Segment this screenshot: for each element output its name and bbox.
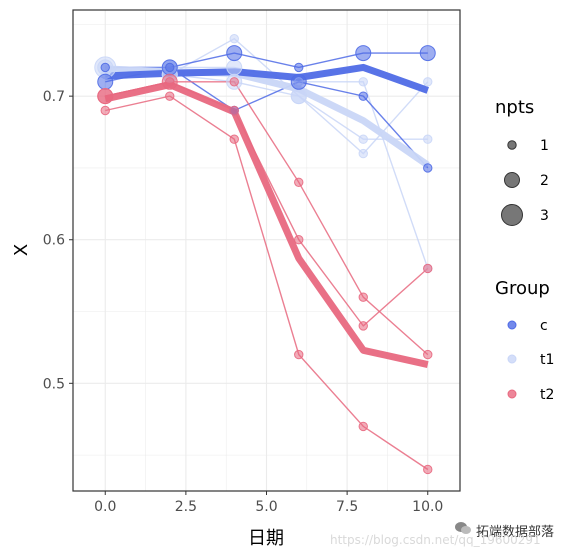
y-tick-label: 0.6 <box>43 233 65 249</box>
x-tick-label: 7.5 <box>336 499 358 515</box>
x-tick-label: 5.0 <box>255 499 277 515</box>
point-t2-2-0 <box>97 88 114 105</box>
size-legend-key-1 <box>507 140 517 150</box>
color-legend-key-t2 <box>507 389 517 399</box>
point-c-0-2 <box>226 45 243 62</box>
y-tick-label: 0.7 <box>43 89 65 105</box>
point-t1-1-4 <box>358 77 368 87</box>
point-c-0-5 <box>419 45 436 62</box>
size-legend-key-3 <box>501 204 523 226</box>
point-t2-2-2 <box>229 77 239 87</box>
color-legend-key-c <box>507 320 517 330</box>
size-legend-label-2: 2 <box>540 173 549 189</box>
point-t1-2-5 <box>423 77 433 87</box>
x-axis-title: 日期 <box>248 528 284 549</box>
point-t2-1-0 <box>100 105 110 116</box>
size-legend-title: npts <box>495 97 534 118</box>
chat-bubble-icon <box>455 522 471 534</box>
point-t2-0-2 <box>229 105 239 116</box>
color-legend-key-t1 <box>507 354 517 364</box>
point-t2-1-4 <box>358 421 368 432</box>
point-t2-1-1 <box>165 91 175 101</box>
point-t2-0-5 <box>423 263 433 274</box>
mean-lines <box>104 63 430 369</box>
x-tick-label: 2.5 <box>175 499 197 515</box>
point-t1-0-4 <box>358 134 368 144</box>
mean-line-t2 <box>104 81 429 369</box>
point-t2-0-3 <box>294 235 304 245</box>
y-axis-title: X <box>11 244 32 256</box>
color-legend-label-c: c <box>540 318 548 334</box>
color-legend-title: Group <box>495 278 550 299</box>
point-t1-0-2 <box>229 34 239 44</box>
color-legend-label-t1: t1 <box>540 352 554 368</box>
size-legend-label-1: 1 <box>540 138 549 154</box>
point-t2-2-3 <box>294 177 304 187</box>
point-t2-0-4 <box>358 321 368 331</box>
point-t1-2-3 <box>290 88 307 105</box>
subject-line-c-1 <box>105 66 429 169</box>
point-t1-1-2 <box>226 59 243 76</box>
mean-line-c <box>105 63 429 94</box>
point-c-1-0 <box>100 62 110 73</box>
point-c-1-5 <box>423 163 433 173</box>
color-legend-label-t2: t2 <box>540 387 554 403</box>
axes: 0.0 2.5 5.0 7.5 10.0 0.5 0.6 0.7 <box>43 89 444 515</box>
point-t2-2-5 <box>423 349 433 360</box>
url-watermark: https://blog.csdn.net/qq_19600291 <box>330 533 541 547</box>
point-c-1-1 <box>165 62 175 73</box>
subject-line-t2-1 <box>105 95 429 471</box>
size-legend-label-3: 3 <box>540 208 549 224</box>
y-tick-label: 0.5 <box>43 376 65 392</box>
point-t2-1-5 <box>423 464 433 475</box>
point-c-1-4 <box>358 91 368 101</box>
point-t1-0-5 <box>423 134 433 144</box>
point-t2-1-2 <box>229 134 239 144</box>
data-points <box>94 34 436 475</box>
size-legend-key-2 <box>504 172 520 188</box>
point-c-0-4 <box>355 45 372 62</box>
brand-watermark: 拓端数据部落 <box>476 525 555 540</box>
point-t2-2-1 <box>165 77 175 87</box>
x-tick-label: 0.0 <box>94 499 116 515</box>
point-c-1-3 <box>290 73 307 90</box>
point-t2-1-3 <box>294 349 304 360</box>
point-t1-2-4 <box>358 148 368 159</box>
x-tick-label: 10.0 <box>412 499 443 515</box>
point-c-0-0 <box>97 73 114 90</box>
point-c-0-3 <box>294 62 304 73</box>
point-t2-2-4 <box>358 292 368 302</box>
legend: npts Group 1 2 3 c t1 t2 <box>495 97 554 403</box>
